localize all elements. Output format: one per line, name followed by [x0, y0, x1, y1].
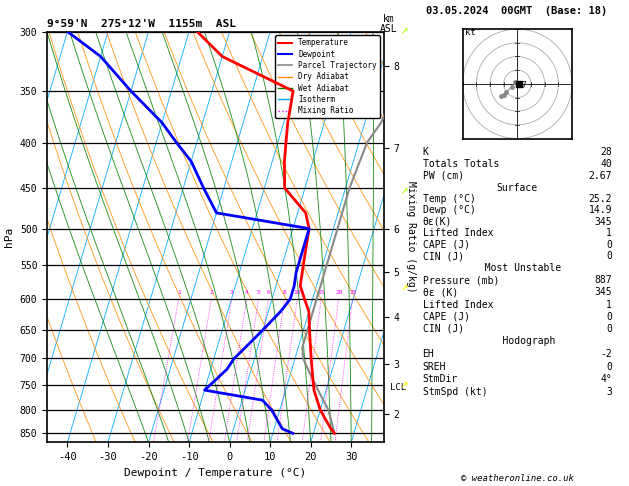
Text: Lifted Index: Lifted Index	[423, 299, 493, 310]
Text: 345: 345	[594, 287, 612, 297]
Text: 6: 6	[267, 290, 270, 295]
Text: K: K	[423, 147, 428, 157]
Text: 8: 8	[283, 290, 287, 295]
X-axis label: Dewpoint / Temperature (°C): Dewpoint / Temperature (°C)	[125, 468, 306, 478]
Text: EH: EH	[423, 349, 434, 359]
Text: 2: 2	[210, 290, 213, 295]
Text: 345: 345	[594, 217, 612, 227]
Text: LCL: LCL	[391, 383, 406, 392]
Text: 2.67: 2.67	[589, 171, 612, 181]
Text: StmSpd (kt): StmSpd (kt)	[423, 387, 487, 397]
Text: 3: 3	[230, 290, 234, 295]
Text: 10: 10	[294, 290, 301, 295]
Text: -2: -2	[601, 349, 612, 359]
Text: 0: 0	[606, 312, 612, 322]
Text: 0: 0	[606, 240, 612, 250]
Text: 28: 28	[601, 147, 612, 157]
Text: 25.2: 25.2	[589, 194, 612, 204]
Text: 4: 4	[245, 290, 248, 295]
Text: 0: 0	[606, 251, 612, 261]
Text: 0: 0	[606, 324, 612, 334]
Text: ↗: ↗	[401, 379, 409, 392]
Text: 25: 25	[349, 290, 357, 295]
Text: CAPE (J): CAPE (J)	[423, 312, 469, 322]
Text: © weatheronline.co.uk: © weatheronline.co.uk	[460, 474, 574, 483]
Text: 887: 887	[594, 275, 612, 285]
Text: 03.05.2024  00GMT  (Base: 18): 03.05.2024 00GMT (Base: 18)	[426, 6, 608, 16]
Y-axis label: hPa: hPa	[4, 227, 14, 247]
Text: ↗: ↗	[401, 184, 409, 197]
Text: 4°: 4°	[601, 374, 612, 384]
Text: 3: 3	[606, 387, 612, 397]
Text: PW (cm): PW (cm)	[423, 171, 464, 181]
Text: Dewp (°C): Dewp (°C)	[423, 206, 476, 215]
Text: ↗: ↗	[401, 281, 409, 295]
Text: CIN (J): CIN (J)	[423, 251, 464, 261]
Text: 14.9: 14.9	[589, 206, 612, 215]
Text: 5: 5	[257, 290, 260, 295]
Text: 20: 20	[335, 290, 343, 295]
Legend: Temperature, Dewpoint, Parcel Trajectory, Dry Adiabat, Wet Adiabat, Isotherm, Mi: Temperature, Dewpoint, Parcel Trajectory…	[276, 35, 380, 118]
Text: km: km	[383, 14, 394, 24]
Text: ↗: ↗	[401, 24, 409, 37]
Text: 7: 7	[521, 81, 526, 90]
Text: Temp (°C): Temp (°C)	[423, 194, 476, 204]
Text: θε (K): θε (K)	[423, 287, 458, 297]
Text: θε(K): θε(K)	[423, 217, 452, 227]
Text: kt: kt	[465, 28, 476, 36]
Text: Most Unstable: Most Unstable	[473, 263, 562, 273]
Y-axis label: Mixing Ratio (g/kg): Mixing Ratio (g/kg)	[406, 181, 416, 293]
Text: Lifted Index: Lifted Index	[423, 228, 493, 239]
Text: CAPE (J): CAPE (J)	[423, 240, 469, 250]
Text: Totals Totals: Totals Totals	[423, 159, 499, 169]
Text: 1: 1	[177, 290, 181, 295]
Text: 40: 40	[601, 159, 612, 169]
Text: ASL: ASL	[380, 24, 398, 34]
Text: SREH: SREH	[423, 362, 446, 372]
Text: Surface: Surface	[497, 183, 538, 192]
Text: 9°59'N  275°12'W  1155m  ASL: 9°59'N 275°12'W 1155m ASL	[47, 19, 236, 30]
Text: 1: 1	[606, 299, 612, 310]
Text: Hodograph: Hodograph	[479, 336, 555, 347]
Text: Pressure (mb): Pressure (mb)	[423, 275, 499, 285]
Text: 0: 0	[606, 362, 612, 372]
Text: 15: 15	[318, 290, 325, 295]
Text: StmDir: StmDir	[423, 374, 458, 384]
Text: CIN (J): CIN (J)	[423, 324, 464, 334]
Text: 1: 1	[606, 228, 612, 239]
